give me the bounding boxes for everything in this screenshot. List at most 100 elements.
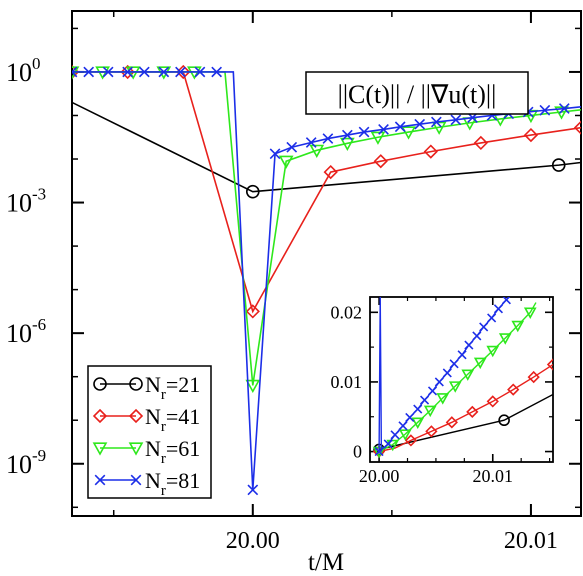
inset-series-marker-3 bbox=[472, 331, 482, 341]
inset-y-tick-label: 0.01 bbox=[331, 372, 363, 392]
inset-series-line-1 bbox=[378, 363, 553, 453]
main-series-marker-3 bbox=[414, 118, 426, 130]
main-series-marker-3 bbox=[269, 148, 281, 160]
inset-series-marker-1 bbox=[404, 434, 418, 447]
main-series-marker-3 bbox=[394, 121, 406, 133]
inset-series-marker-1 bbox=[445, 416, 458, 429]
main-series-marker-1 bbox=[423, 144, 438, 159]
y-tick-label: 100 bbox=[6, 54, 41, 87]
inset-series-4 bbox=[378, 297, 383, 452]
main-series-marker-2 bbox=[245, 379, 261, 394]
annotation-text: ||C(t)|| / ||∇u(t)|| bbox=[338, 80, 497, 109]
inset-series-marker-1 bbox=[486, 395, 499, 408]
legend-entry-2: Nr=61 bbox=[92, 436, 200, 467]
legend-label: Nr=81 bbox=[145, 468, 200, 499]
x-axis-label: t/M bbox=[308, 549, 344, 576]
inset-series-marker-3 bbox=[427, 386, 438, 396]
main-series-marker-3 bbox=[122, 66, 133, 78]
inset-series-marker-2 bbox=[486, 345, 500, 358]
inset-series-marker-3 bbox=[464, 340, 474, 350]
inset-y-tick-label: 0.02 bbox=[331, 302, 363, 322]
y-tick-label: 10-3 bbox=[6, 185, 46, 218]
inset-x-tick-label: 20.00 bbox=[359, 466, 400, 486]
main-series-marker-3 bbox=[322, 133, 334, 144]
main-series-marker-3 bbox=[102, 66, 114, 78]
main-series-marker-3 bbox=[286, 141, 298, 153]
inset-series-marker-2 bbox=[411, 417, 425, 429]
legend-entry-3: Nr=81 bbox=[94, 468, 200, 499]
main-series-marker-3 bbox=[138, 66, 150, 78]
main-series-marker-2 bbox=[554, 106, 569, 120]
inset-series-marker-3 bbox=[398, 421, 408, 431]
inset-series-marker-2 bbox=[423, 405, 437, 418]
inset-series-marker-3 bbox=[383, 439, 393, 449]
inset-series-group bbox=[372, 297, 553, 459]
x-tick-label: 20.01 bbox=[504, 528, 558, 554]
inset-series-marker-1 bbox=[466, 405, 479, 419]
legend-marker-left bbox=[92, 408, 108, 424]
inset-plot: 20.00 20.01 0 0.01 0.02 bbox=[331, 296, 554, 486]
legend-box bbox=[87, 365, 212, 499]
legend-marker-right bbox=[128, 408, 144, 424]
inset-x-tick-label: 20.01 bbox=[473, 466, 514, 486]
main-series-marker-1 bbox=[373, 154, 388, 169]
main-series-marker-3 bbox=[194, 66, 206, 78]
main-series-marker-2 bbox=[278, 155, 294, 169]
main-series-marker-3 bbox=[558, 103, 570, 114]
x-tick-label: 20.00 bbox=[226, 528, 280, 554]
main-series-marker-2 bbox=[523, 109, 539, 124]
inset-series-marker-2 bbox=[398, 429, 412, 441]
main-series-marker-3 bbox=[378, 124, 389, 135]
main-series-marker-1 bbox=[245, 304, 260, 319]
inset-series-marker-3 bbox=[405, 412, 415, 423]
main-series-marker-0 bbox=[551, 158, 566, 172]
inset-series-marker-2 bbox=[436, 393, 450, 405]
inset-series-marker-3 bbox=[501, 297, 511, 305]
main-series-marker-1 bbox=[523, 127, 539, 143]
inset-series-marker-1 bbox=[425, 425, 438, 438]
inset-series-marker-3 bbox=[493, 304, 504, 314]
inset-series-marker-0 bbox=[498, 414, 510, 427]
y-tick-label: 10-9 bbox=[6, 446, 46, 479]
y-tick-label: 10-6 bbox=[6, 315, 46, 348]
legend-marker-left bbox=[94, 474, 106, 486]
inset-series-marker-1 bbox=[507, 383, 520, 396]
annotation-box: ||C(t)|| / ||∇u(t)|| bbox=[305, 71, 529, 115]
main-series-marker-3 bbox=[450, 114, 462, 126]
main-series-marker-3 bbox=[211, 66, 222, 78]
legend-marker-right bbox=[130, 474, 142, 486]
main-series-marker-3 bbox=[83, 66, 95, 78]
inset-series-marker-3 bbox=[457, 350, 467, 360]
main-series-marker-1 bbox=[323, 164, 338, 180]
main-series-marker-2 bbox=[340, 137, 355, 151]
main-ticks: 20.00 20.01 100 10-3 10-6 10-9 bbox=[6, 11, 581, 554]
inset-series-2 bbox=[372, 302, 537, 459]
main-series-marker-3 bbox=[247, 484, 259, 496]
inset-series-marker-3 bbox=[390, 430, 400, 440]
main-series-marker-0 bbox=[245, 184, 260, 199]
legend-label: Nr=41 bbox=[145, 404, 200, 435]
main-series-marker-3 bbox=[539, 104, 551, 116]
main-series-marker-3 bbox=[72, 66, 78, 78]
main-series-marker-3 bbox=[305, 137, 317, 148]
inset-series-marker-3 bbox=[413, 404, 423, 414]
inset-series-1 bbox=[372, 358, 553, 458]
legend-entry-0: Nr=21 bbox=[93, 372, 200, 403]
inset-series-marker-3 bbox=[479, 322, 489, 332]
legend-marker-left bbox=[93, 377, 107, 391]
main-series-0 bbox=[72, 101, 581, 199]
main-series-marker-3 bbox=[341, 129, 353, 141]
inset-series-marker-3 bbox=[442, 368, 452, 378]
legend-marker-left bbox=[92, 442, 108, 456]
inset-series-marker-2 bbox=[448, 381, 462, 393]
legend-label: Nr=21 bbox=[145, 372, 200, 403]
legend-marker-right bbox=[128, 442, 144, 456]
inset-series-marker-2 bbox=[523, 307, 537, 319]
main-series-marker-1 bbox=[473, 135, 489, 151]
main-series-line-0 bbox=[72, 101, 581, 193]
main-series-marker-1 bbox=[120, 64, 135, 80]
main-series-marker-1 bbox=[573, 120, 581, 135]
main-plot-frame bbox=[71, 10, 582, 517]
inset-series-marker-2 bbox=[511, 320, 525, 333]
